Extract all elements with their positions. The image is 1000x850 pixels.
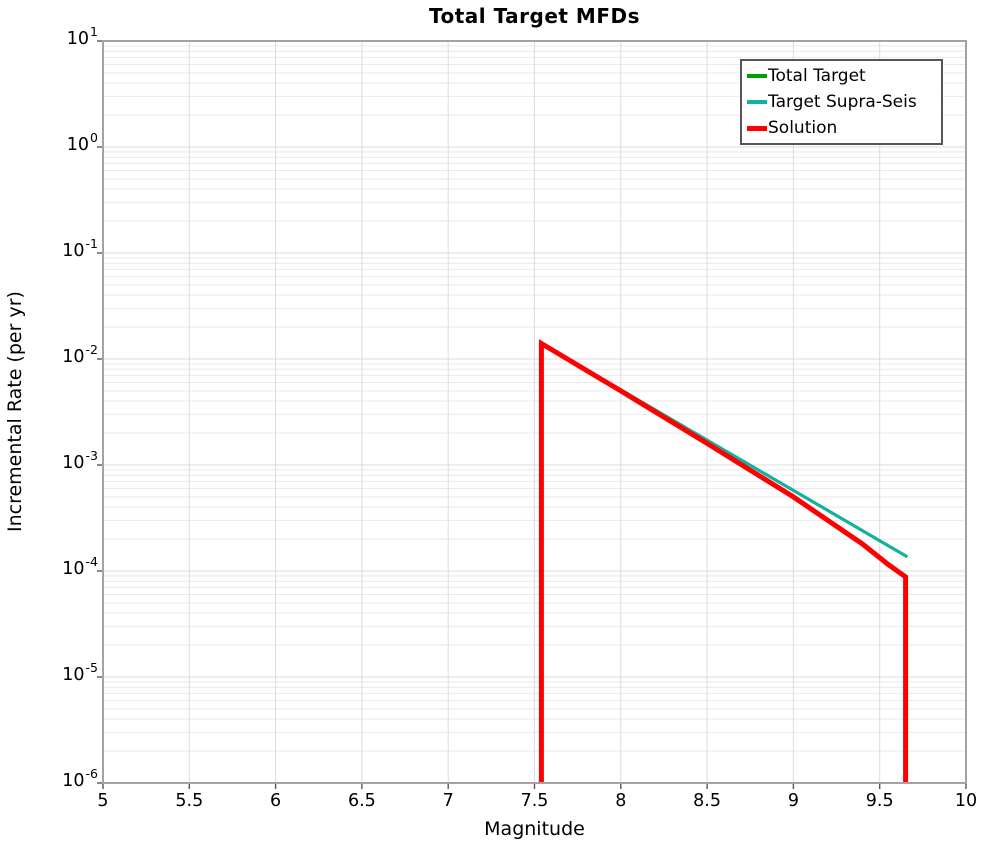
legend: Total Target Target Supra-Seis Solution <box>740 59 943 145</box>
legend-item-target-supra-seis: Target Supra-Seis <box>747 92 939 112</box>
x-tick-label: 5 <box>97 791 109 811</box>
x-tick-label: 8.5 <box>693 791 722 811</box>
x-axis-title: Magnitude <box>484 818 585 840</box>
y-tick-label: 10-6 <box>62 766 98 791</box>
legend-line-solution-icon <box>747 125 767 131</box>
x-tick-label: 6 <box>270 791 282 811</box>
x-tick-label: 6.5 <box>347 791 376 811</box>
x-tick-label: 9.5 <box>865 791 894 811</box>
x-tick-label: 9 <box>787 791 799 811</box>
legend-label: Target Supra-Seis <box>768 92 917 112</box>
y-tick-label: 101 <box>66 24 98 49</box>
x-tick-label: 7 <box>442 791 454 811</box>
legend-item-total-target: Total Target <box>747 66 939 86</box>
y-tick-label: 10-4 <box>62 554 98 579</box>
x-tick-label: 5.5 <box>175 791 204 811</box>
plot-frame <box>102 40 967 784</box>
legend-line-total-target-icon <box>747 74 767 78</box>
y-axis-title: Incremental Rate (per yr) <box>4 291 26 533</box>
x-tick-label: 7.5 <box>520 791 549 811</box>
y-tick-label: 10-2 <box>62 342 98 367</box>
x-tick-label: 10 <box>954 791 978 811</box>
legend-label: Solution <box>768 118 838 138</box>
legend-label: Total Target <box>768 66 866 86</box>
legend-line-target-supra-seis-icon <box>747 100 767 104</box>
legend-item-solution: Solution <box>747 118 939 138</box>
y-tick-label: 10-3 <box>62 448 98 473</box>
y-tick-label: 10-5 <box>62 660 98 685</box>
y-tick-label: 10-1 <box>62 236 98 261</box>
y-tick-label: 100 <box>66 130 98 155</box>
chart-title: Total Target MFDs <box>429 4 640 28</box>
series-solution <box>538 339 909 783</box>
x-tick-label: 8 <box>615 791 627 811</box>
